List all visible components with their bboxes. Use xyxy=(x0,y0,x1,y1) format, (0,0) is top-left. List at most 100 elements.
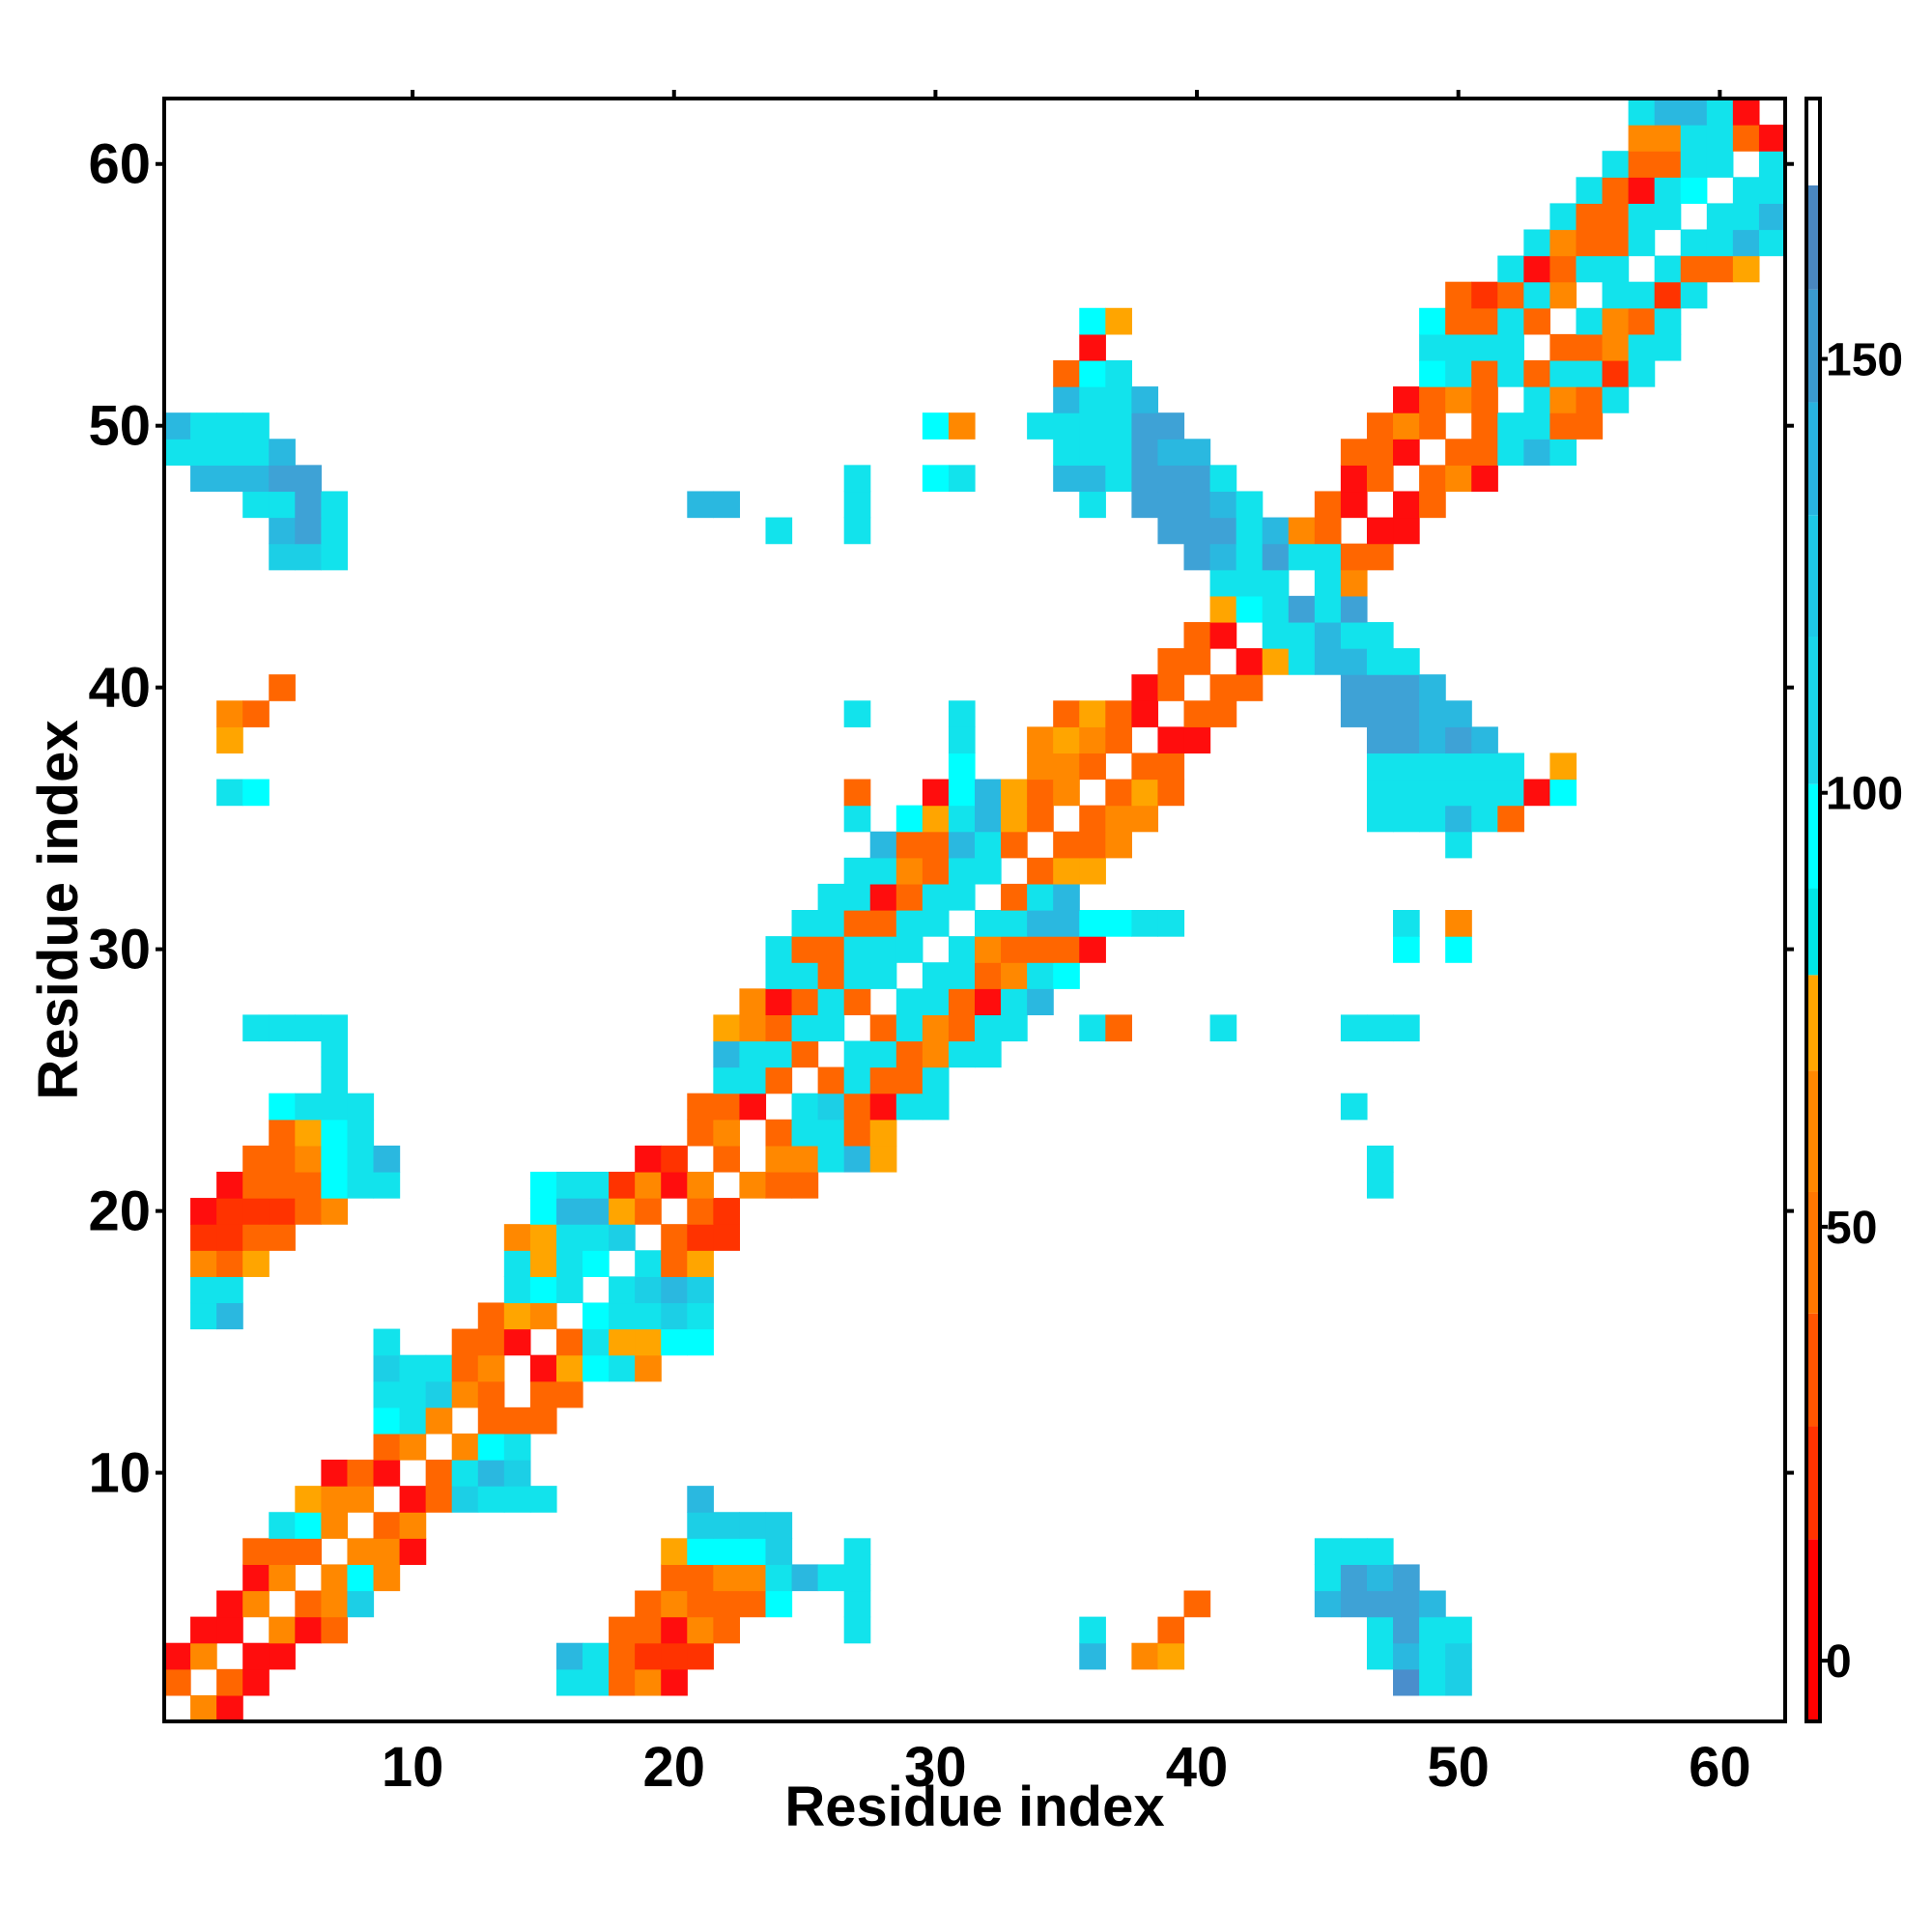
heatmap-cell xyxy=(1340,569,1368,597)
heatmap-cell xyxy=(1314,517,1342,545)
heatmap-cell xyxy=(269,1119,296,1147)
heatmap-cell xyxy=(216,700,243,727)
heatmap-cell xyxy=(661,1668,688,1696)
heatmap-cell xyxy=(347,1119,375,1147)
heatmap-cell xyxy=(895,1093,923,1121)
heatmap-cell xyxy=(1366,1616,1394,1644)
heatmap-cell xyxy=(1602,151,1630,178)
heatmap-cell xyxy=(529,1486,557,1513)
heatmap-cell xyxy=(713,1014,741,1042)
heatmap-cell xyxy=(451,1486,479,1513)
heatmap-cell xyxy=(895,1040,923,1068)
heatmap-cell xyxy=(948,805,976,833)
heatmap-cell xyxy=(1758,125,1786,152)
heatmap-cell xyxy=(661,1276,688,1304)
heatmap-cell xyxy=(1209,543,1237,571)
heatmap-cell xyxy=(269,674,296,701)
heatmap-cell xyxy=(687,1093,714,1121)
heatmap-cell xyxy=(765,1119,793,1147)
heatmap-cell xyxy=(843,700,871,727)
heatmap-cell xyxy=(1131,412,1159,440)
heatmap-cell xyxy=(399,1538,427,1566)
heatmap-cell xyxy=(1209,517,1237,545)
heatmap-cell xyxy=(661,1224,688,1251)
heatmap-cell xyxy=(373,1538,401,1566)
heatmap-cell xyxy=(1549,229,1577,257)
colorbar: 0 50 100 150 xyxy=(1804,97,1903,1723)
heatmap-cell xyxy=(295,1486,322,1513)
heatmap-cell xyxy=(1576,203,1604,231)
heatmap-cell xyxy=(190,1616,217,1644)
heatmap-cell xyxy=(1027,883,1054,911)
heatmap-cell xyxy=(765,1066,793,1094)
heatmap-cell xyxy=(1419,465,1446,493)
heatmap-cell xyxy=(739,1014,767,1042)
heatmap-cell xyxy=(425,1486,453,1513)
heatmap-cell xyxy=(1445,910,1472,937)
heatmap-cell xyxy=(1445,439,1472,466)
heatmap-cell xyxy=(216,726,243,754)
colorbar-tick-label: 0 xyxy=(1826,1636,1852,1688)
heatmap-cell xyxy=(948,831,976,859)
heatmap-cell xyxy=(399,1406,427,1435)
heatmap-cell xyxy=(1445,805,1472,833)
heatmap-cell xyxy=(347,1460,375,1487)
heatmap-cell xyxy=(687,1276,714,1304)
heatmap-cell xyxy=(321,1590,349,1618)
heatmap-cell xyxy=(609,1302,636,1330)
heatmap-cell xyxy=(869,857,897,885)
heatmap-cell xyxy=(164,439,191,466)
colorbar-segment xyxy=(1806,888,1820,976)
heatmap-cell xyxy=(1314,491,1342,519)
heatmap-cell xyxy=(1523,281,1551,309)
heatmap-cell xyxy=(1471,753,1498,781)
heatmap-cell xyxy=(975,962,1002,989)
heatmap-cell xyxy=(503,1250,531,1277)
colorbar-segment xyxy=(1806,1070,1820,1192)
heatmap-cell xyxy=(713,1512,741,1539)
heatmap-cell xyxy=(635,1328,662,1356)
heatmap-cell xyxy=(1183,621,1211,649)
heatmap-cell xyxy=(635,1302,662,1330)
heatmap-cell xyxy=(1393,491,1420,519)
heatmap-cell xyxy=(295,1171,322,1199)
heatmap-cell xyxy=(1079,805,1106,833)
heatmap-cell xyxy=(529,1302,557,1330)
heatmap-cell xyxy=(1209,1014,1237,1042)
heatmap-cell xyxy=(1628,203,1656,231)
heatmap-cell xyxy=(1079,1616,1106,1644)
heatmap-cell xyxy=(1628,177,1656,204)
heatmap-cell xyxy=(869,910,897,937)
y-tick-label: 30 xyxy=(88,919,151,981)
heatmap-cell xyxy=(1445,307,1472,335)
heatmap-cell xyxy=(1131,1642,1159,1670)
heatmap-cell xyxy=(1680,229,1708,257)
heatmap-cell xyxy=(295,465,322,493)
heatmap-cell xyxy=(555,1171,583,1199)
heatmap-cell xyxy=(1419,726,1446,754)
heatmap-cell xyxy=(1628,229,1656,257)
heatmap-cell xyxy=(1079,1014,1106,1042)
heatmap-cell xyxy=(1366,621,1394,649)
heatmap-cell xyxy=(1706,125,1734,152)
heatmap-cell xyxy=(765,1171,793,1199)
heatmap-cell xyxy=(1105,805,1132,833)
heatmap-cell xyxy=(1549,255,1577,283)
heatmap-cell xyxy=(1053,412,1080,440)
heatmap-cell xyxy=(1549,439,1577,466)
heatmap-cell xyxy=(242,1564,270,1592)
heatmap-cell xyxy=(190,1276,217,1304)
heatmap-cell xyxy=(922,779,950,807)
heatmap-cell xyxy=(1053,439,1080,466)
heatmap-cell xyxy=(1314,621,1342,649)
heatmap-cell xyxy=(635,1171,662,1199)
heatmap-cell xyxy=(975,857,1002,885)
heatmap-cell xyxy=(451,1380,479,1408)
heatmap-cell xyxy=(321,1512,349,1539)
heatmap-cell xyxy=(895,805,923,833)
heatmap-cell xyxy=(242,779,270,807)
heatmap-cell xyxy=(713,1145,741,1173)
heatmap-cell xyxy=(1262,621,1290,649)
heatmap-cell xyxy=(1602,333,1630,361)
heatmap-cell xyxy=(1393,753,1420,781)
